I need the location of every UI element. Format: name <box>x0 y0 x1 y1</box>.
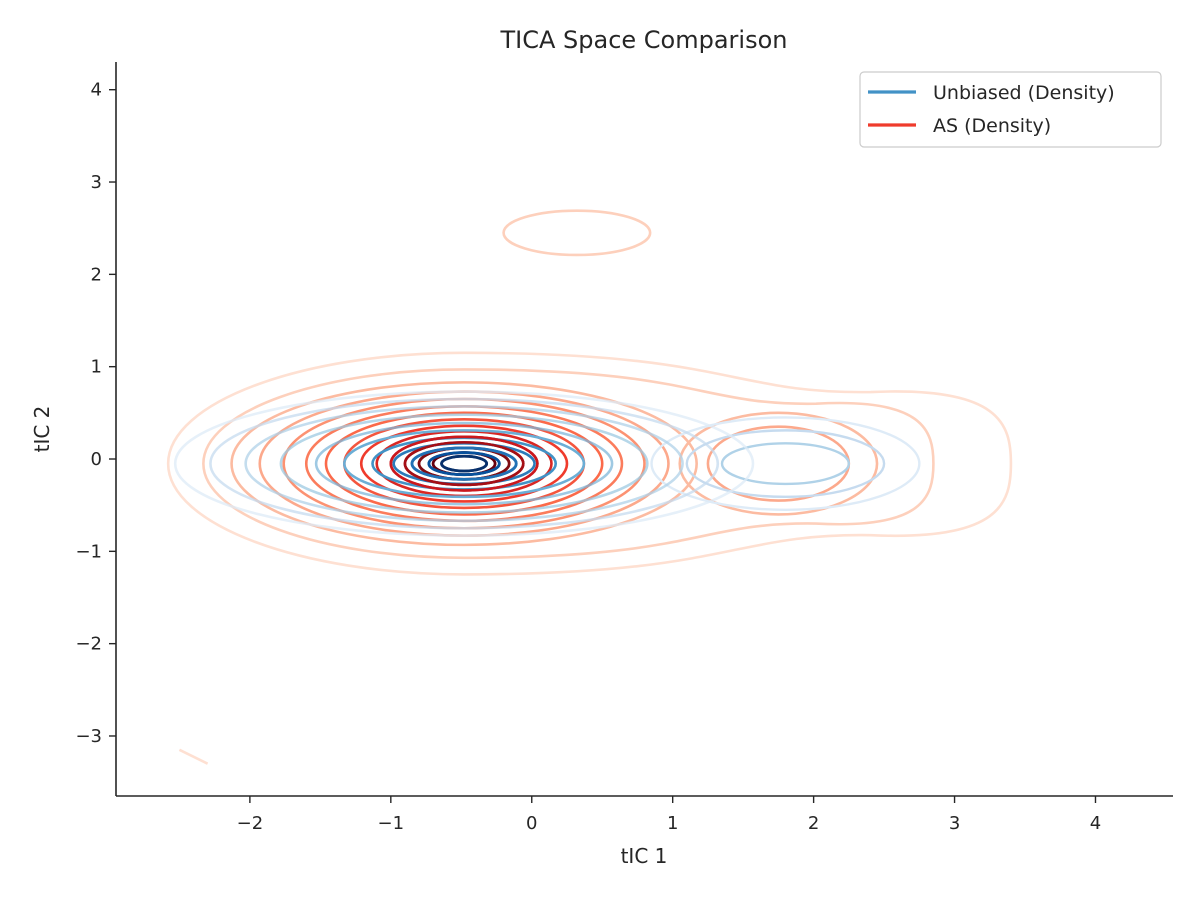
unbiased-contour-line <box>173 390 755 537</box>
as-contour-line <box>202 368 935 560</box>
unbiased-core-contour <box>440 454 489 473</box>
legend: Unbiased (Density) AS (Density) <box>859 71 1162 148</box>
unbiased-core-contour <box>427 451 501 477</box>
unbiased-secondary-contour <box>685 429 886 499</box>
chart-title: TICA Space Comparison <box>499 26 787 54</box>
as-contour-line <box>375 430 553 498</box>
unbiased-contour-line <box>279 413 649 514</box>
as-edge-contour <box>178 748 209 765</box>
contour-plot-area <box>166 209 1013 765</box>
x-axis-label: tIC 1 <box>621 844 668 868</box>
unbiased-secondary-contour <box>720 442 851 486</box>
as-contour-line <box>324 411 604 516</box>
unbiased-contour-line <box>392 442 536 486</box>
unbiased-secondary-contour <box>650 416 921 511</box>
unbiased-contour-line <box>209 397 720 530</box>
x-tick-label: 2 <box>808 813 819 834</box>
y-tick-label: 2 <box>91 264 102 285</box>
y-tick-label: 3 <box>91 172 102 193</box>
as-core-contour <box>403 441 525 487</box>
y-tick-label: −3 <box>75 726 102 747</box>
y-axis-label: tIC 2 <box>30 406 54 453</box>
unbiased-contour-line <box>371 436 558 491</box>
y-tick-label: 1 <box>91 357 102 378</box>
y-tick-label: −1 <box>75 541 102 562</box>
x-tick-label: 3 <box>949 813 960 834</box>
unbiased-core-contour <box>410 446 518 481</box>
as-secondary-contour <box>678 411 879 516</box>
unbiased-contour-line <box>314 421 614 506</box>
legend-label-as: AS (Density) <box>933 115 1051 137</box>
legend-label-unbiased: Unbiased (Density) <box>933 82 1115 104</box>
y-tick-label: 0 <box>91 449 102 470</box>
y-ticks: −3 −2 −1 0 1 2 3 4 <box>75 80 116 747</box>
y-tick-label: 4 <box>91 80 102 101</box>
x-ticks: −2 −1 0 1 2 3 4 <box>237 796 1101 834</box>
as-contour-line <box>359 424 569 503</box>
unbiased-contour-line <box>244 405 684 523</box>
legend-box <box>859 71 1162 148</box>
x-tick-label: 1 <box>667 813 678 834</box>
unbiased-contour-line <box>343 429 586 499</box>
as-contour-line <box>230 381 698 547</box>
y-tick-label: −2 <box>75 634 102 655</box>
x-tick-label: −1 <box>378 813 405 834</box>
as-contour-line <box>166 351 1013 576</box>
x-tick-label: 4 <box>1090 813 1101 834</box>
x-tick-label: −2 <box>237 813 264 834</box>
x-tick-label: 0 <box>526 813 537 834</box>
as-island-contour <box>502 209 652 257</box>
as-secondary-contour <box>706 425 851 502</box>
as-core-contour <box>389 435 539 492</box>
